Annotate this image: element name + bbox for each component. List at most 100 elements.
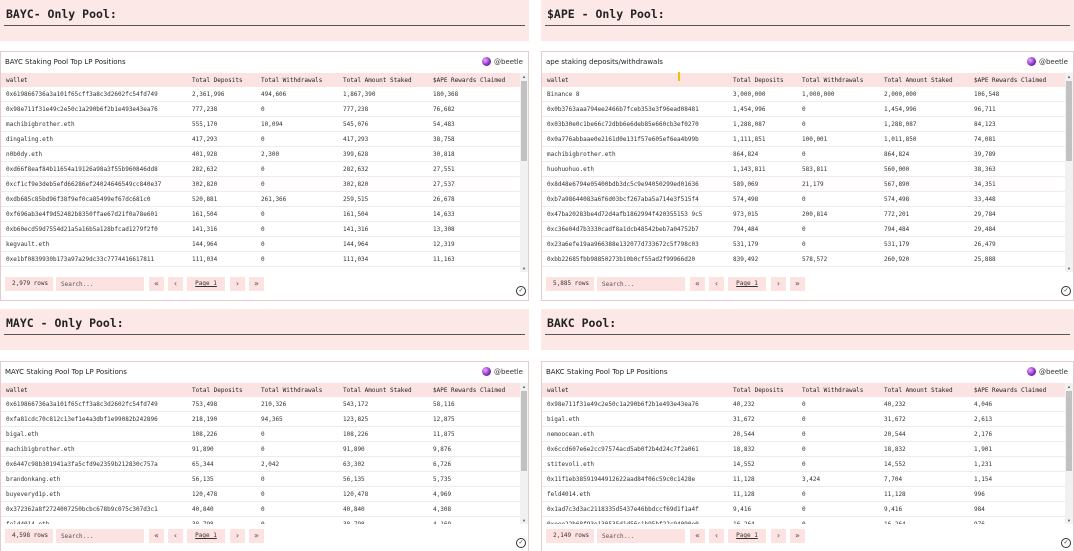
widget-author[interactable]: @beetle [1026,367,1068,376]
scroll-down-arrow-icon[interactable]: ▼ [522,266,526,271]
scroll-up-arrow-icon[interactable]: ▲ [522,384,526,389]
column-header[interactable]: Total Amount Staked [343,76,412,84]
prev-page-icon[interactable]: ‹ [168,277,183,291]
scroll-down-arrow-icon[interactable]: ▼ [1067,266,1071,271]
column-header[interactable]: wallet [6,386,28,394]
table-row: 0x6447c98b301941a3fa5cfd9e2359b212830c75… [1,457,520,472]
table-cell: 0 [802,105,806,113]
scroll-up-arrow-icon[interactable]: ▲ [522,74,526,79]
table-cell: 11,128 [733,490,755,498]
scroll-thumb[interactable] [521,81,527,161]
scrollbar[interactable]: ▲ ▼ [1065,383,1073,524]
prev-page-icon[interactable]: ‹ [709,529,724,543]
column-header[interactable]: wallet [547,386,569,394]
dashboard-section: BAYC- Only Pool: BAYC Staking Pool Top L… [0,0,529,302]
table-cell: 91,890 [343,445,365,453]
table-cell: 0 [261,165,265,173]
check-circle-icon: ✓ [1061,538,1071,548]
widget-title[interactable]: BAYC Staking Pool Top LP Positions [5,58,126,66]
column-header[interactable]: Total Deposits [192,76,243,84]
widget-author[interactable]: @beetle [481,367,523,376]
scroll-thumb[interactable] [1066,391,1072,471]
first-page-icon[interactable]: « [149,277,164,291]
section-header: BAYC- Only Pool: [0,0,529,41]
next-page-icon[interactable]: › [230,529,245,543]
table-cell: 0 [261,475,265,483]
table-cell: 11,875 [433,430,455,438]
first-page-icon[interactable]: « [149,529,164,543]
widget-author[interactable]: @beetle [1026,57,1068,66]
search-input[interactable] [56,529,144,543]
scroll-up-arrow-icon[interactable]: ▲ [1067,384,1071,389]
table-cell: 40,840 [192,505,214,513]
column-header[interactable]: Total Withdrawals [261,386,323,394]
table-row: 0xe1bf0839930b173a97a29dc33c777441661781… [1,252,520,267]
column-header[interactable]: Total Deposits [733,76,784,84]
last-page-icon[interactable]: » [249,529,264,543]
widget-title[interactable]: ape staking deposits/withdrawals [546,58,663,66]
column-header[interactable]: Total Amount Staked [884,76,953,84]
search-input[interactable] [597,529,685,543]
column-header[interactable]: Total Withdrawals [261,76,323,84]
column-header[interactable]: wallet [547,76,569,84]
scroll-down-arrow-icon[interactable]: ▼ [522,518,526,523]
widget-author[interactable]: @beetle [481,57,523,66]
column-header[interactable]: Total Deposits [733,386,784,394]
page-indicator[interactable]: Page 1 [728,277,766,291]
last-page-icon[interactable]: » [790,529,805,543]
scroll-thumb[interactable] [1066,81,1072,161]
prev-page-icon[interactable]: ‹ [168,529,183,543]
table-cell: 401,928 [192,150,218,158]
table-cell: 141,316 [343,225,369,233]
column-header[interactable]: Total Deposits [192,386,243,394]
last-page-icon[interactable]: » [790,277,805,291]
table-cell: 27,537 [433,180,455,188]
scrollbar[interactable]: ▲ ▼ [520,383,528,524]
scroll-up-arrow-icon[interactable]: ▲ [1067,74,1071,79]
column-header[interactable]: $APE Rewards Claimed [433,76,506,84]
table-cell: 753,498 [192,400,218,408]
table-footer: 2,979 rows « ‹ Page 1 › » ✓ [1,272,528,300]
table-row: 0x619866736a3a101f65cff3a8c3d2602fc54fd7… [1,87,520,102]
next-page-icon[interactable]: › [771,277,786,291]
column-header[interactable]: $APE Rewards Claimed [974,76,1047,84]
column-header[interactable]: Total Withdrawals [802,76,864,84]
next-page-icon[interactable]: › [771,529,786,543]
column-header[interactable]: $APE Rewards Claimed [433,386,506,394]
table-cell: 39,789 [974,150,996,158]
table-cell: 6,726 [433,460,452,468]
column-header[interactable]: Total Amount Staked [884,386,953,394]
scrollbar[interactable]: ▲ ▼ [520,73,528,272]
widget-title[interactable]: MAYC Staking Pool Top LP Positions [5,368,127,376]
scroll-down-arrow-icon[interactable]: ▼ [1067,518,1071,523]
column-header[interactable]: wallet [6,76,28,84]
table-cell: 16,264 [884,520,906,525]
page-indicator[interactable]: Page 1 [187,277,225,291]
title-divider [4,334,525,335]
table-cell: 58,116 [433,400,455,408]
page-indicator[interactable]: Page 1 [728,529,766,543]
table-cell: 1,000,000 [802,90,835,98]
column-header[interactable]: $APE Rewards Claimed [974,386,1047,394]
first-page-icon[interactable]: « [690,529,705,543]
title-divider [545,334,1070,335]
table-cell: 0x6447c98b301941a3fa5cfd9e2359b212830c75… [6,460,158,468]
scroll-thumb[interactable] [521,391,527,471]
search-input[interactable] [56,277,144,291]
table-cell: 14,633 [433,210,455,218]
table-row: 0x03b30e0c1be66c72dbb6e6deb85e660cb3ef02… [542,117,1065,132]
last-page-icon[interactable]: » [249,277,264,291]
scrollbar[interactable]: ▲ ▼ [1065,73,1073,272]
table-cell: 38,758 [433,135,455,143]
next-page-icon[interactable]: › [230,277,245,291]
prev-page-icon[interactable]: ‹ [709,277,724,291]
table-cell: 0xb60ecd59d7554d21a5a16b5a128bfcad1279f2… [6,225,158,233]
first-page-icon[interactable]: « [690,277,705,291]
page-indicator[interactable]: Page 1 [187,529,225,543]
widget-title[interactable]: BAKC Staking Pool Top LP Positions [546,368,668,376]
column-header[interactable]: Total Withdrawals [802,386,864,394]
search-input[interactable] [597,277,685,291]
column-header[interactable]: Total Amount Staked [343,386,412,394]
table-cell: 4,169 [433,520,452,525]
table-cell: 38,363 [974,165,996,173]
